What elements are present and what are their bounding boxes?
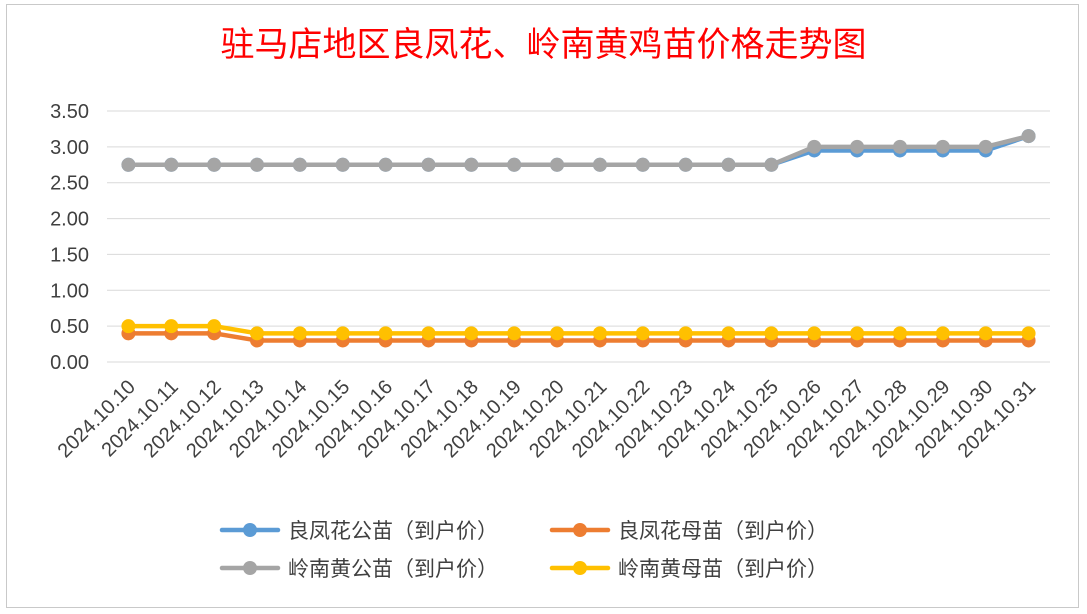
- data-point: [935, 139, 950, 154]
- data-point: [335, 326, 350, 341]
- data-point: [1021, 129, 1036, 144]
- data-point: [292, 157, 307, 172]
- data-point: [807, 326, 822, 341]
- legend-label: 良凤花公苗（到户价）: [288, 519, 498, 543]
- data-point: [592, 326, 607, 341]
- data-point: [421, 157, 436, 172]
- data-point: [464, 326, 479, 341]
- legend-item: 良凤花母苗（到户价）: [549, 519, 828, 543]
- data-point: [978, 139, 993, 154]
- series-line: [126, 323, 1031, 336]
- data-point: [764, 157, 779, 172]
- data-point: [635, 157, 650, 172]
- chart-border: [6, 4, 1079, 608]
- data-point: [335, 157, 350, 172]
- legend-swatch-marker: [573, 561, 587, 575]
- data-point: [550, 326, 565, 341]
- legend-item: 岭南黄母苗（到户价）: [549, 557, 828, 581]
- y-tick-label: 2.50: [50, 173, 89, 195]
- y-tick-label: 3.50: [50, 101, 89, 123]
- legend-item: 良凤花公苗（到户价）: [219, 519, 498, 543]
- data-point: [721, 326, 736, 341]
- data-point: [207, 157, 222, 172]
- data-point: [892, 326, 907, 341]
- data-point: [850, 139, 865, 154]
- data-point: [764, 326, 779, 341]
- legend-label: 良凤花母苗（到户价）: [618, 519, 828, 543]
- legend-label: 岭南黄母苗（到户价）: [618, 557, 828, 581]
- data-point: [164, 319, 179, 334]
- y-tick-label: 0.00: [50, 352, 89, 374]
- legend-swatch-marker: [573, 523, 587, 537]
- series-line: [126, 331, 1031, 343]
- legend-swatch-marker: [243, 523, 257, 537]
- series-3: [121, 129, 1036, 172]
- y-tick-label: 2.00: [50, 209, 89, 231]
- data-point: [121, 157, 136, 172]
- data-point: [507, 157, 522, 172]
- legend: 良凤花公苗（到户价） 良凤花母苗（到户价） 岭南黄公苗（到户价） 岭南黄母苗（到户价）: [219, 519, 828, 581]
- series-line: [126, 133, 1031, 168]
- y-axis-labels: 0.00 0.50 1.00 1.50 2.00 2.50 3.00 3.50: [50, 101, 89, 374]
- data-point: [464, 157, 479, 172]
- data-point: [507, 326, 522, 341]
- data-point: [121, 319, 136, 334]
- y-tick-label: 1.00: [50, 280, 89, 302]
- data-point: [935, 326, 950, 341]
- data-point: [250, 326, 265, 341]
- y-tick-label: 1.50: [50, 244, 89, 266]
- series-4: [121, 319, 1036, 341]
- data-point: [850, 326, 865, 341]
- x-axis-labels: 2024.10.102024.10.112024.10.122024.10.13…: [54, 376, 1040, 462]
- data-point: [207, 319, 222, 334]
- chart-title: 驻马店地区良凤花、岭南黄鸡苗价格走势图: [220, 25, 867, 65]
- data-point: [164, 157, 179, 172]
- y-tick-label: 0.50: [50, 316, 89, 338]
- data-point: [678, 157, 693, 172]
- data-point: [807, 139, 822, 154]
- data-point: [678, 326, 693, 341]
- legend-swatch-marker: [243, 561, 257, 575]
- data-point: [378, 157, 393, 172]
- data-point: [1021, 326, 1036, 341]
- y-tick-label: 3.00: [50, 137, 89, 159]
- legend-label: 岭南黄公苗（到户价）: [288, 557, 498, 581]
- data-point: [978, 326, 993, 341]
- data-point: [721, 157, 736, 172]
- data-point: [378, 326, 393, 341]
- data-point: [292, 326, 307, 341]
- data-point: [635, 326, 650, 341]
- data-point: [421, 326, 436, 341]
- data-point: [892, 139, 907, 154]
- data-point: [550, 157, 565, 172]
- data-point: [250, 157, 265, 172]
- data-point: [592, 157, 607, 172]
- legend-item: 岭南黄公苗（到户价）: [219, 557, 498, 581]
